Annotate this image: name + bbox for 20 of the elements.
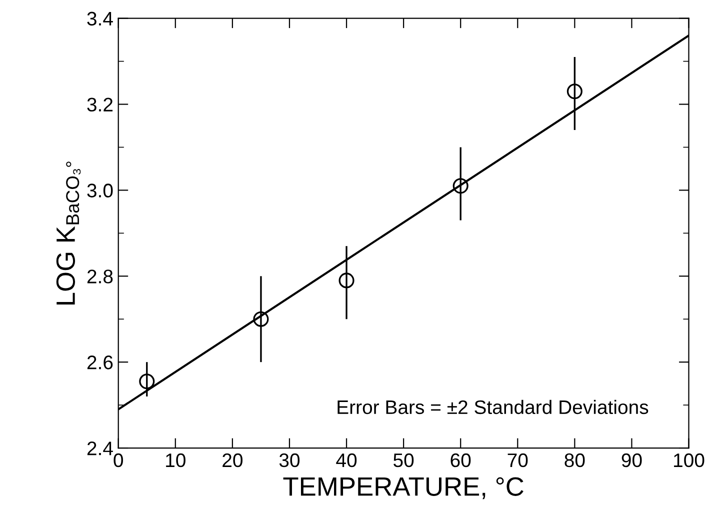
y-tick-label: 3.4 xyxy=(87,12,113,26)
x-axis-title: TEMPERATURE, °C xyxy=(283,477,524,500)
x-tick-label: 70 xyxy=(508,453,528,468)
x-tick-label: 90 xyxy=(622,453,642,468)
x-tick-label: 40 xyxy=(336,453,357,468)
y-tick-label: 2.4 xyxy=(87,441,113,456)
y-tick-label: 3.2 xyxy=(87,98,113,112)
y-tick-label: 3.0 xyxy=(87,184,113,198)
y-axis-title: LOG K$_{BaCO₃°}$ xyxy=(56,162,81,305)
x-tick-label: 100 xyxy=(674,453,704,468)
x-tick-label: 60 xyxy=(450,453,471,468)
annotation: Error Bars = ±2 Standard Deviations xyxy=(338,400,648,414)
x-tick-label: 10 xyxy=(166,453,186,468)
y-tick-label: 2.8 xyxy=(87,270,113,284)
x-tick-label: 20 xyxy=(222,453,242,468)
x-tick-label: 30 xyxy=(279,453,300,468)
x-tick-label: 80 xyxy=(564,453,585,468)
x-tick-label: 0 xyxy=(114,453,124,468)
x-tick-label: 50 xyxy=(394,453,414,468)
y-tick-label: 2.6 xyxy=(87,356,113,370)
